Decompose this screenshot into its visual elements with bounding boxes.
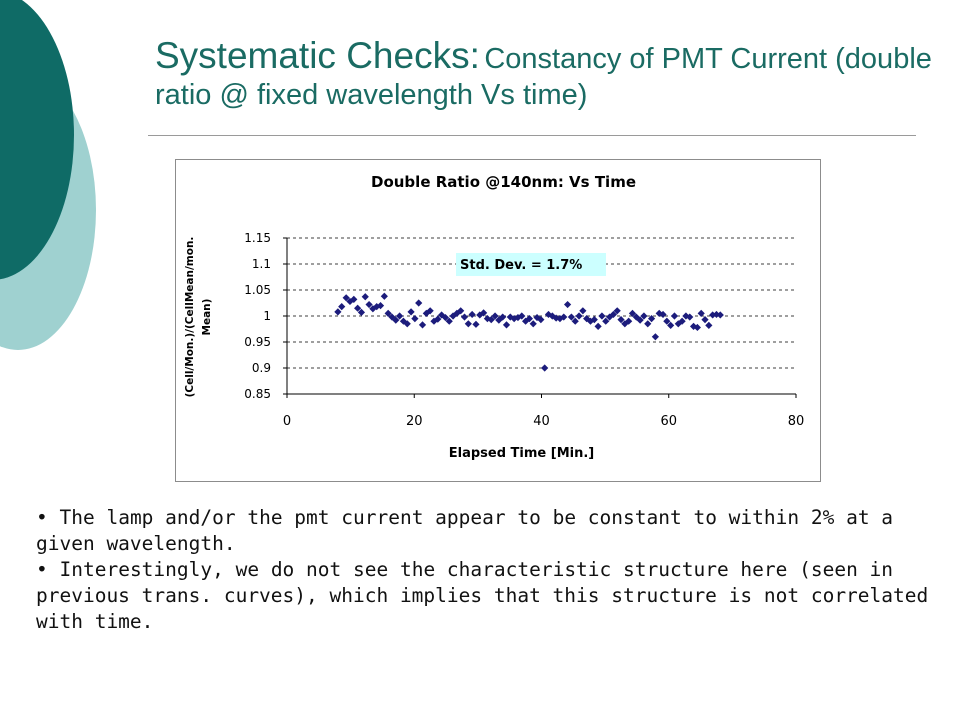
data-point — [418, 321, 427, 329]
data-point — [338, 303, 346, 311]
data-point — [556, 315, 564, 323]
data-point — [533, 313, 541, 322]
data-point — [472, 320, 480, 328]
data-point — [495, 316, 503, 324]
data-point — [678, 317, 686, 325]
data-point — [441, 313, 450, 322]
data-point — [586, 317, 595, 325]
x-tick-label: 60 — [660, 414, 677, 429]
data-point — [609, 310, 617, 319]
data-point — [571, 317, 579, 325]
y-tick-label: 1 — [263, 309, 271, 323]
bullet-marker: • — [36, 558, 48, 581]
x-tick-label: 40 — [533, 414, 550, 429]
y-tick-label: 0.85 — [244, 387, 271, 401]
data-point — [567, 313, 576, 321]
annotation-text: Std. Dev. = 1.7% — [460, 258, 582, 273]
data-point — [602, 317, 610, 325]
data-point — [544, 310, 553, 319]
data-point — [426, 307, 434, 315]
data-point — [396, 312, 404, 320]
bullet-marker: • — [36, 506, 48, 529]
y-tick-label: 1.1 — [252, 257, 271, 271]
data-point — [670, 312, 679, 320]
data-point — [361, 293, 369, 301]
x-tick-label: 20 — [406, 414, 423, 429]
data-point — [502, 321, 511, 329]
data-point — [529, 320, 537, 328]
data-point — [365, 300, 373, 309]
decorative-dark-arc — [0, 0, 74, 280]
slide-title-main: Systematic Checks: — [155, 35, 480, 76]
y-tick-label: 0.9 — [252, 361, 271, 375]
slide-title: Systematic Checks: Constancy of PMT Curr… — [155, 34, 935, 112]
data-point — [457, 307, 465, 315]
slide-title-sub: Constancy of PMT Current (double ratio @… — [155, 43, 932, 111]
data-point — [518, 312, 526, 320]
data-point — [579, 307, 587, 315]
data-point — [552, 314, 560, 322]
data-point — [415, 299, 423, 307]
data-point — [464, 320, 472, 328]
data-point — [663, 317, 671, 325]
data-point — [541, 364, 549, 372]
data-point — [548, 312, 556, 320]
data-point — [460, 313, 469, 321]
data-point — [701, 316, 709, 324]
y-tick-label: 1.15 — [244, 231, 271, 245]
y-tick-label: 0.95 — [244, 335, 271, 349]
data-point — [598, 312, 606, 320]
chart-frame: Double Ratio @140nm: Vs Time 1.15 1.1 1.05 1… — [175, 159, 821, 482]
data-point — [651, 333, 659, 341]
data-point — [411, 315, 419, 323]
data-point — [613, 307, 621, 315]
data-point — [563, 300, 572, 309]
bullet-text: Interestingly, we do not see the charact… — [36, 558, 929, 633]
bullet-text: The lamp and/or the pmt current appear t… — [36, 506, 894, 555]
data-point — [632, 313, 640, 321]
data-point — [705, 321, 713, 329]
bullet-item: • The lamp and/or the pmt current appear… — [36, 505, 936, 557]
x-axis-label: Elapsed Time [Min.] — [449, 446, 594, 461]
chart-title: Double Ratio @140nm: Vs Time — [371, 173, 636, 191]
data-point — [445, 317, 453, 325]
data-point — [693, 323, 701, 332]
data-point — [644, 320, 652, 328]
data-point — [583, 315, 591, 323]
x-tick-label: 80 — [788, 414, 805, 429]
y-tick-label: 1.05 — [244, 283, 271, 297]
bullet-list: • The lamp and/or the pmt current appear… — [36, 505, 936, 635]
data-point — [667, 321, 675, 329]
data-point — [640, 312, 648, 320]
data-point — [594, 322, 602, 330]
data-point — [480, 309, 488, 317]
x-tick-label: 0 — [283, 414, 291, 429]
data-point — [682, 312, 690, 320]
data-point — [346, 297, 354, 306]
data-point — [636, 316, 644, 324]
data-point — [407, 308, 415, 316]
data-point — [334, 308, 342, 316]
data-point — [453, 309, 461, 317]
data-point — [434, 315, 442, 323]
data-point — [647, 315, 656, 323]
y-axis-label-line2: Mean) — [201, 299, 213, 336]
y-axis-label: (Cell/Mon.)/(CellMean/mon. — [184, 237, 196, 398]
bullet-item: • Interestingly, we do not see the chara… — [36, 557, 936, 635]
decorative-swoosh — [0, 0, 96, 350]
data-point — [449, 312, 457, 320]
data-point — [380, 292, 388, 300]
data-point — [659, 310, 667, 319]
data-point — [575, 312, 583, 320]
data-point — [625, 317, 633, 325]
annotation-box — [456, 253, 606, 276]
scatter-chart: Double Ratio @140nm: Vs Time 1.15 1.1 1.05 1… — [184, 173, 805, 461]
data-point — [468, 310, 476, 319]
data-point — [491, 312, 499, 320]
title-divider — [148, 135, 916, 136]
data-point — [499, 313, 507, 321]
